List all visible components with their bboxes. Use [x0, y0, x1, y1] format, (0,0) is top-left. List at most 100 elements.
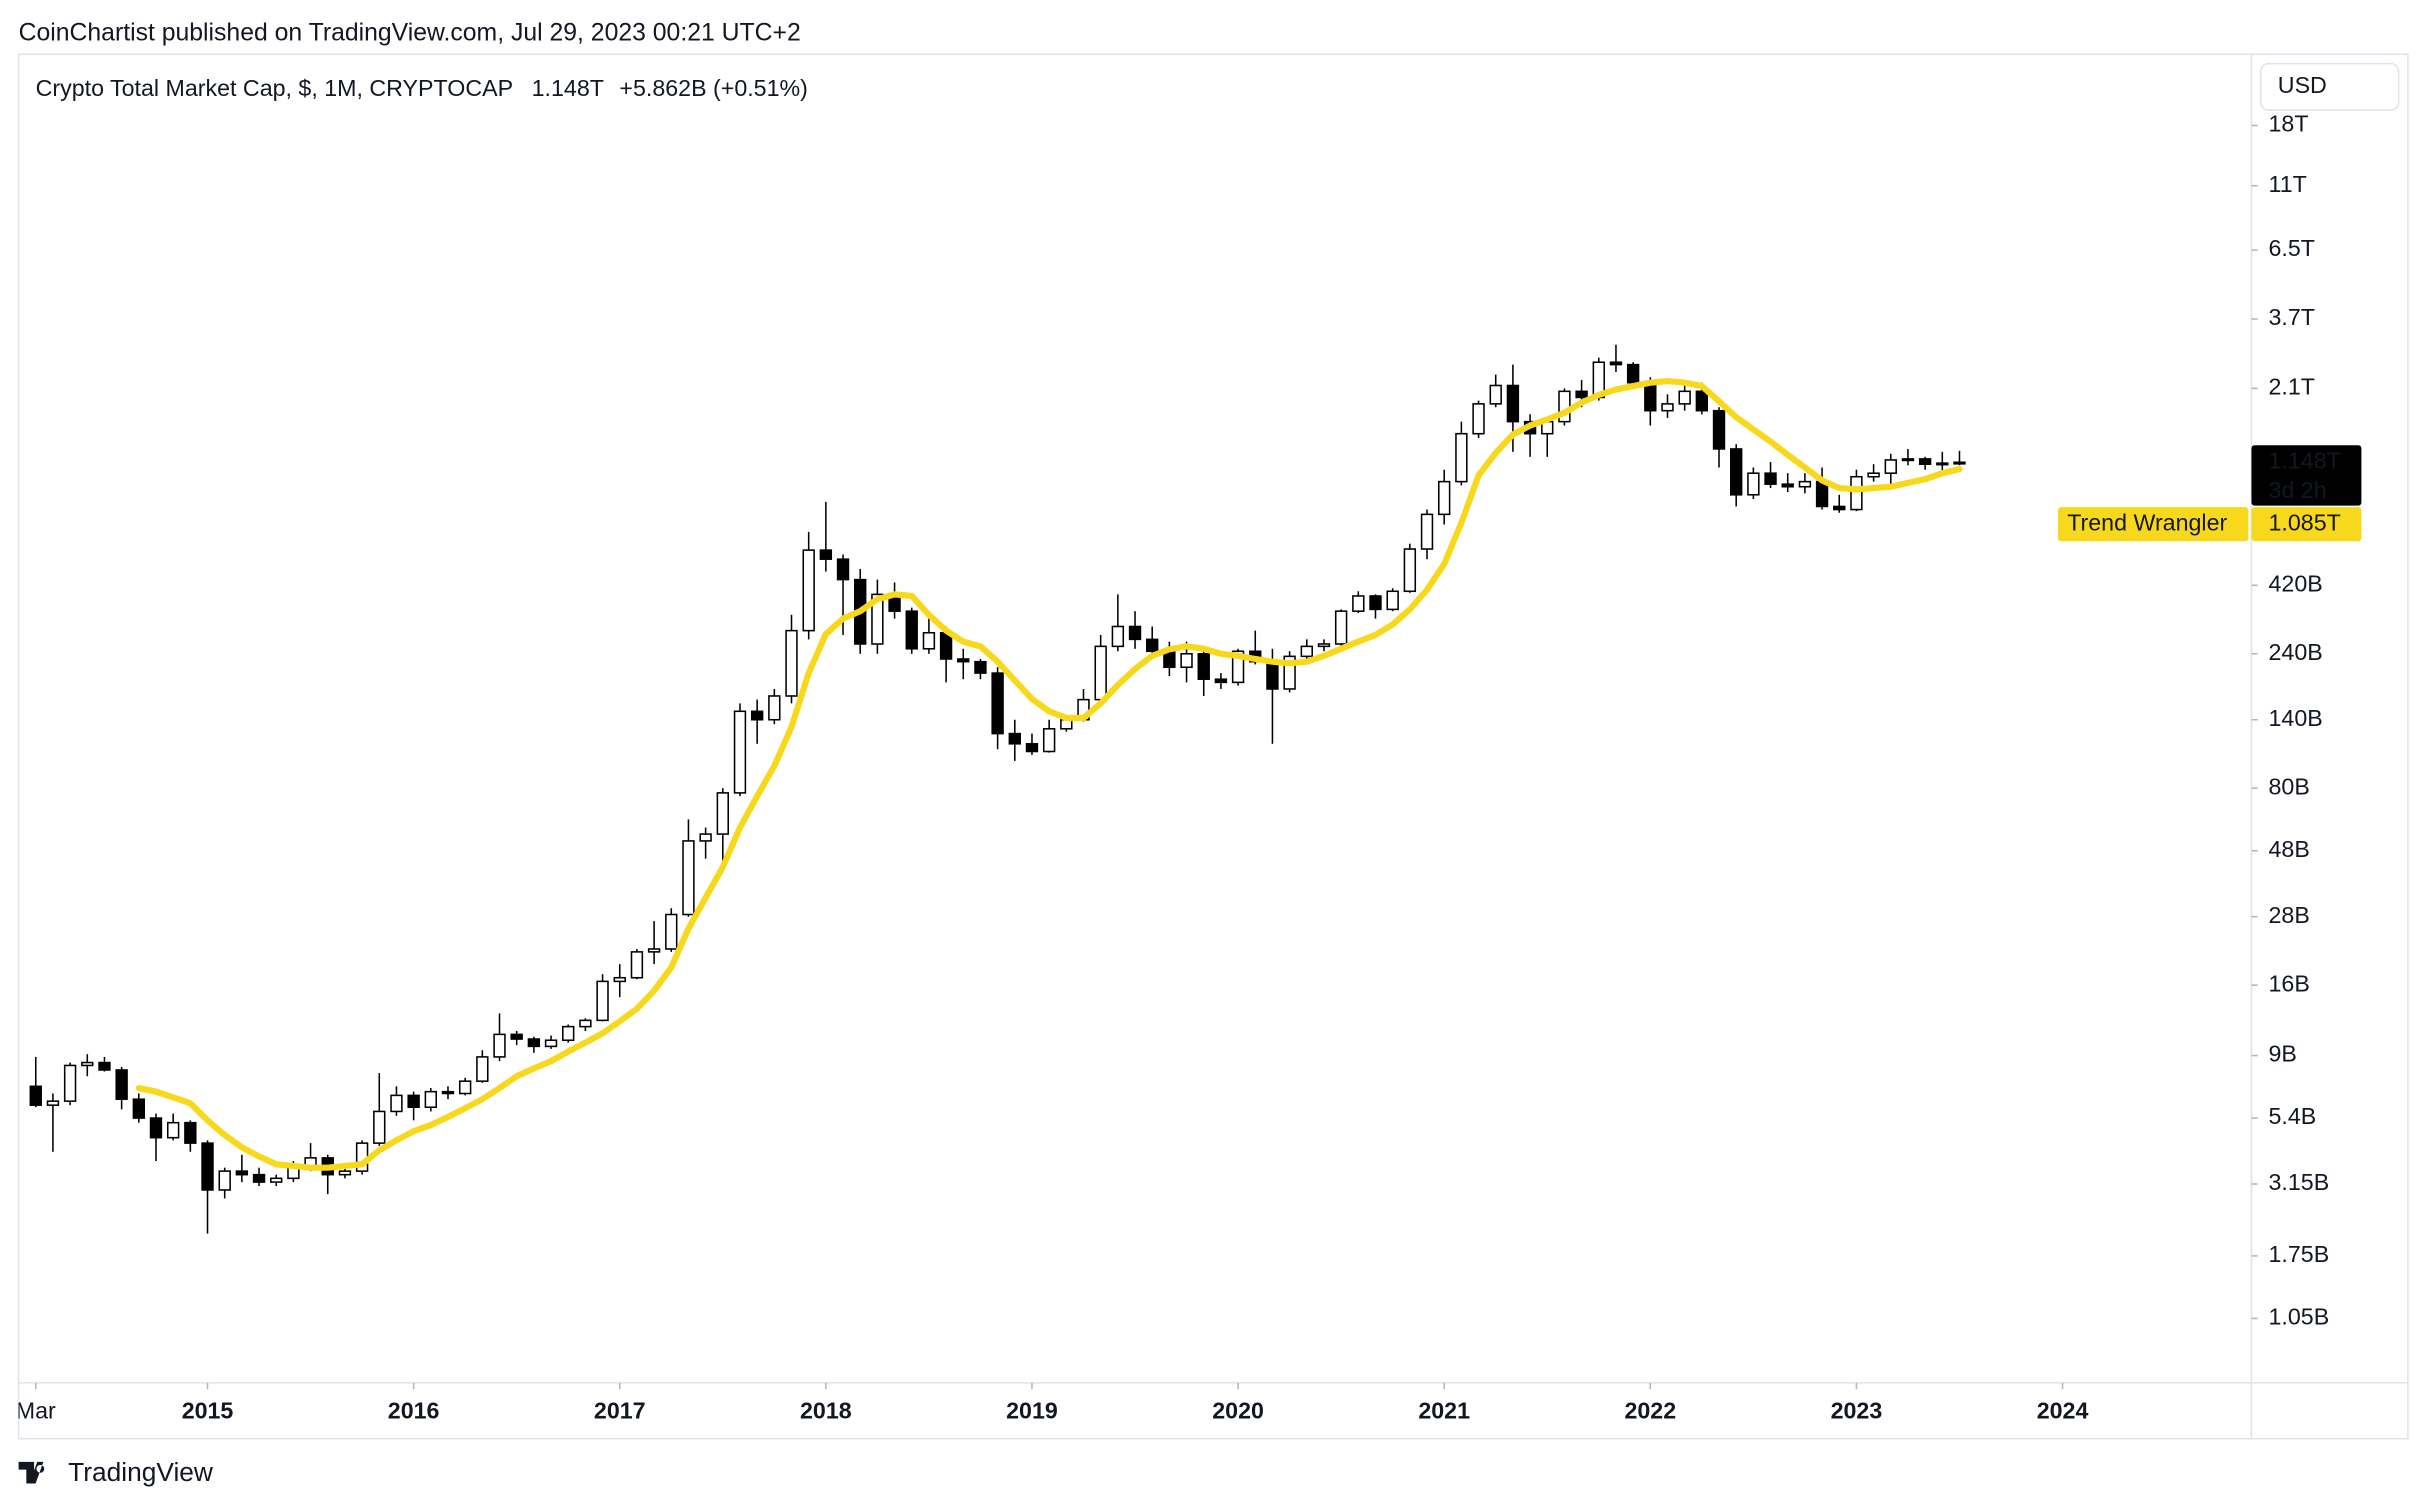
plot-area [29, 344, 1966, 1234]
last-price-label: 1.148T [2269, 447, 2341, 473]
candle-body [1472, 403, 1485, 435]
candle-body [1712, 409, 1726, 450]
candle-body [1455, 432, 1468, 483]
candle-body [270, 1177, 283, 1183]
candle-body [252, 1173, 266, 1183]
y-tick-label: 240B [2269, 639, 2323, 665]
candle-body [390, 1094, 403, 1113]
candle-body [974, 660, 987, 674]
candle-body [665, 913, 678, 950]
candle-body [1729, 448, 1743, 496]
candle-body [544, 1039, 558, 1048]
candle-body [46, 1100, 60, 1106]
x-tick-label: 2016 [388, 1397, 440, 1423]
x-tick-label: 2022 [1624, 1397, 1676, 1423]
candle-body [1042, 728, 1056, 753]
candle-body [1867, 472, 1880, 478]
candle-body [647, 948, 661, 953]
currency-button[interactable] [2259, 62, 2400, 111]
candle-body [407, 1094, 420, 1108]
candle-body [149, 1117, 163, 1139]
candle-body [957, 658, 970, 663]
candle-body [1678, 390, 1691, 405]
candle-body [1747, 472, 1760, 496]
candle-body [1094, 645, 1107, 701]
candle-body [1369, 595, 1382, 611]
currency-label[interactable]: USD [2278, 72, 2327, 98]
candle-body [1764, 472, 1777, 485]
candle-body [1334, 610, 1348, 645]
y-tick-label: 2.1T [2269, 374, 2315, 400]
last-price-box [2251, 445, 2362, 506]
candle-body [115, 1069, 128, 1100]
candle-body [1506, 384, 1520, 423]
overlay-value-box [2251, 507, 2362, 542]
candle-body [338, 1170, 352, 1176]
candle-body [596, 980, 609, 1022]
candle-body [630, 951, 644, 979]
x-tick-label: 2023 [1831, 1397, 1883, 1423]
candle-body [1025, 743, 1039, 753]
y-tick-label: 18T [2269, 111, 2309, 137]
x-tick-label: 2021 [1418, 1397, 1470, 1423]
candle-body [441, 1090, 455, 1095]
y-tick-label: 5.4B [2269, 1103, 2317, 1129]
candle-body [562, 1025, 575, 1042]
candle-body [201, 1142, 214, 1191]
candle-body [733, 710, 747, 794]
candle-body [1197, 653, 1210, 680]
candle-body [836, 558, 850, 581]
brand: TradingView [68, 1457, 214, 1487]
candle-body [1386, 590, 1399, 611]
candle-body [1833, 505, 1846, 511]
chart-frame [17, 53, 2409, 1440]
candle-body [1403, 548, 1417, 593]
candle-body [785, 629, 798, 697]
x-tick-label: 2024 [2037, 1397, 2089, 1423]
candle-body [527, 1038, 541, 1048]
y-tick-label: 6.5T [2269, 235, 2315, 261]
candle-body [1695, 390, 1709, 412]
candle-body [1317, 643, 1331, 648]
overlay-name-box [2057, 507, 2249, 542]
candle-body [905, 610, 918, 650]
trend-line [135, 377, 1963, 1171]
y-tick-label: 9B [2269, 1041, 2297, 1067]
overlay-name: Trend Wrangler [2067, 509, 2227, 535]
candle-body [1438, 480, 1451, 516]
candle-body [871, 593, 884, 645]
candle-body [1300, 645, 1313, 658]
x-tick-label: 2018 [800, 1397, 852, 1423]
candle-body [1214, 678, 1228, 684]
candle-body [1918, 458, 1932, 465]
chart-title: Crypto Total Market Cap, $, 1M, CRYPTOCA… [36, 75, 808, 101]
candle-body [63, 1064, 77, 1102]
y-tick-label: 11T [2269, 171, 2307, 197]
candle-body [716, 792, 729, 835]
candle-body [1661, 403, 1674, 412]
candle-body [493, 1033, 506, 1058]
y-tick-label: 16B [2269, 970, 2310, 996]
candle-body [1575, 390, 1588, 399]
candle-body [218, 1170, 231, 1191]
candle-body [1231, 650, 1245, 684]
x-tick-label: 2019 [1006, 1397, 1058, 1423]
candle-body [510, 1033, 523, 1040]
price-change: +5.862B (+0.51%) [619, 75, 807, 101]
candle-body [458, 1080, 472, 1095]
overlay-value-label: 1.085T [2269, 509, 2341, 535]
candle-body [1180, 653, 1193, 669]
y-tick-label: 28B [2269, 902, 2310, 928]
symbol: Crypto Total Market Cap, $, 1M, CRYPTOCA… [36, 75, 513, 101]
candle-body [1146, 638, 1159, 653]
candle-body [1111, 625, 1125, 648]
y-tick-label: 420B [2269, 570, 2323, 596]
candle-body [132, 1098, 146, 1119]
candle-body [373, 1110, 386, 1144]
candle-body [81, 1061, 94, 1067]
candle-body [1489, 384, 1502, 405]
candle-body [579, 1019, 592, 1028]
candle-body [235, 1170, 249, 1176]
